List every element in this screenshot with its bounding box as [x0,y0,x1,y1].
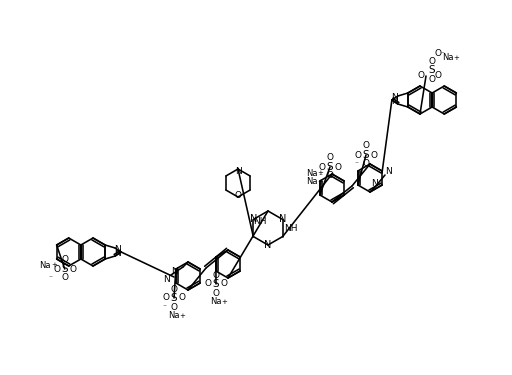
Text: Na: Na [442,54,454,63]
Text: N: N [372,178,378,188]
Text: Na: Na [168,312,180,321]
Text: +: + [317,179,323,185]
Text: O: O [61,255,68,264]
Text: O: O [327,171,333,180]
Text: O: O [334,162,342,171]
Text: O: O [170,303,178,312]
Text: O: O [318,162,326,171]
Text: O: O [212,288,220,297]
Text: O: O [362,159,370,168]
Text: O: O [417,72,424,81]
Text: N: N [114,249,120,258]
Text: O: O [429,57,436,66]
Text: S: S [61,264,68,274]
Text: ⁻: ⁻ [49,273,53,282]
Text: O: O [179,294,185,303]
Text: ⁻: ⁻ [440,51,444,57]
Text: N: N [234,166,241,176]
Text: +: + [179,313,185,319]
Text: N: N [170,267,177,276]
Text: S: S [362,150,369,160]
Text: O: O [204,279,211,288]
Text: N: N [392,98,398,106]
Text: +: + [453,55,459,61]
Text: N: N [163,274,169,284]
Text: O: O [53,264,60,273]
Text: +: + [317,170,323,176]
Text: NH: NH [253,216,267,225]
Text: NH: NH [284,224,297,233]
Text: O: O [212,270,220,279]
Text: ⁻: ⁻ [318,171,322,180]
Text: O: O [162,294,169,303]
Text: S: S [429,65,435,75]
Text: O: O [354,150,361,159]
Text: O: O [69,264,76,273]
Text: Na: Na [39,261,51,270]
Text: N: N [264,240,272,250]
Text: O: O [327,153,333,162]
Text: ⁻: ⁻ [162,303,166,312]
Text: O: O [435,50,441,58]
Text: O: O [170,285,178,294]
Text: +: + [51,262,57,268]
Text: O: O [429,75,436,84]
Text: O: O [435,72,441,81]
Text: Na: Na [210,297,222,306]
Text: O: O [221,279,227,288]
Text: S: S [327,162,333,172]
Text: S: S [170,293,177,303]
Text: N: N [392,93,398,102]
Text: N: N [386,168,392,177]
Text: N: N [249,214,257,225]
Text: ⁻: ⁻ [354,159,358,168]
Text: Na: Na [306,168,318,177]
Text: O: O [362,141,370,150]
Text: O: O [234,190,242,200]
Text: +: + [221,299,227,305]
Text: S: S [212,279,219,289]
Text: O: O [371,150,377,159]
Text: N: N [279,214,286,225]
Text: N: N [114,246,120,255]
Text: O: O [61,273,68,282]
Text: Na: Na [306,177,318,186]
